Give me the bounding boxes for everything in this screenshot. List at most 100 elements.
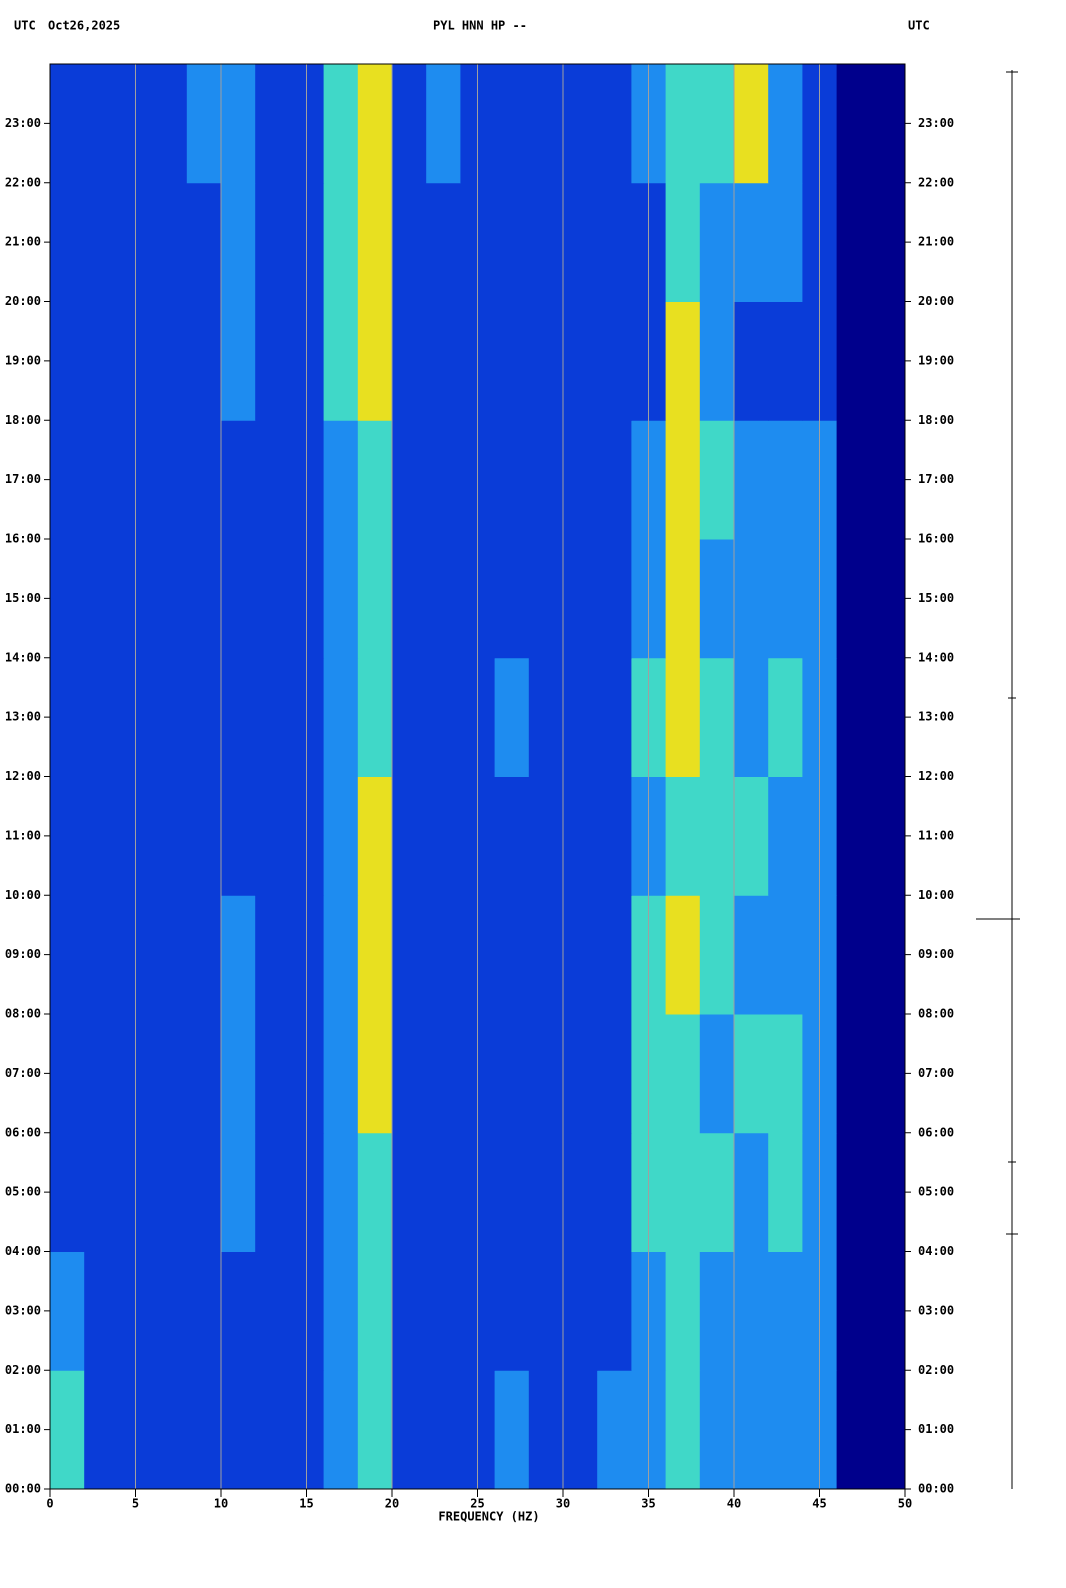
heat-cell [836, 1251, 872, 1371]
y-tick-label-right: 12:00 [918, 769, 954, 783]
x-tick-label: 50 [898, 1497, 912, 1511]
heat-cell [528, 1132, 564, 1252]
heat-cell [50, 182, 85, 302]
heat-cell [84, 64, 119, 184]
heat-cell [734, 1370, 769, 1490]
heat-cell [494, 895, 530, 1015]
heat-cell [392, 657, 427, 777]
heat-cell [426, 657, 461, 777]
heat-cell [597, 657, 632, 777]
heat-cell [734, 64, 769, 184]
heat-cell [186, 1251, 222, 1371]
heat-cell [152, 776, 188, 896]
heat-cell [392, 1370, 427, 1490]
heat-cell [870, 182, 906, 302]
y-tick-label-left: 10:00 [5, 888, 41, 902]
heat-cell [152, 539, 188, 659]
y-tick-label-right: 08:00 [918, 1007, 954, 1021]
heat-cell [494, 1251, 530, 1371]
x-tick-label: 40 [727, 1497, 741, 1511]
heat-cell [255, 1370, 290, 1490]
heat-cell [221, 1370, 256, 1490]
y-tick-label-left: 15:00 [5, 591, 41, 605]
heat-cell [597, 64, 632, 184]
y-tick-label-left: 21:00 [5, 235, 41, 249]
heat-cell [665, 776, 701, 896]
heat-cell [870, 301, 906, 421]
heat-cell [870, 776, 906, 896]
heat-cell [734, 1251, 769, 1371]
y-tick-label-right: 01:00 [918, 1422, 954, 1436]
heat-cell [392, 1132, 427, 1252]
heat-cell [836, 539, 872, 659]
heat-cell [528, 1370, 564, 1490]
heat-cell [494, 420, 530, 540]
heat-cell [357, 420, 393, 540]
heat-cell [528, 657, 564, 777]
heat-cell [836, 776, 872, 896]
heat-cell [357, 301, 393, 421]
heat-cell [597, 895, 632, 1015]
heat-cell [255, 1251, 290, 1371]
heat-cell [50, 1251, 85, 1371]
heat-cell [768, 1370, 803, 1490]
heat-cell [186, 657, 222, 777]
heat-cell [255, 1132, 290, 1252]
heat-cell [870, 1251, 906, 1371]
heat-cell [563, 301, 598, 421]
heat-cell [870, 64, 906, 184]
heat-cell [699, 895, 735, 1015]
y-tick-label-left: 02:00 [5, 1363, 41, 1377]
heat-cell [699, 420, 735, 540]
heat-cell [426, 895, 461, 1015]
heat-cell [563, 895, 598, 1015]
heat-cell [597, 539, 632, 659]
y-tick-label-left: 23:00 [5, 116, 41, 130]
heat-cell [152, 657, 188, 777]
heat-cell [870, 1370, 906, 1490]
heat-cell [699, 301, 735, 421]
heat-cell [392, 420, 427, 540]
heat-cell [768, 301, 803, 421]
heat-cell [768, 64, 803, 184]
heat-cell [870, 1014, 906, 1134]
heat-cell [528, 420, 564, 540]
heat-cell [84, 1132, 119, 1252]
heat-cell [734, 1014, 769, 1134]
heat-cell [84, 895, 119, 1015]
heat-cell [734, 301, 769, 421]
x-tick-label: 30 [556, 1497, 570, 1511]
heat-cell [870, 657, 906, 777]
heat-cell [768, 657, 803, 777]
heat-cell [734, 1132, 769, 1252]
heat-cell [563, 182, 598, 302]
heat-cell [323, 539, 359, 659]
heat-cell [563, 420, 598, 540]
heat-cell [152, 420, 188, 540]
heat-cell [357, 657, 393, 777]
heat-cell [323, 657, 359, 777]
heat-cell [528, 539, 564, 659]
heat-cell [426, 1370, 461, 1490]
heat-cell [699, 657, 735, 777]
heat-cell [870, 539, 906, 659]
scale-bar [976, 70, 1020, 1489]
y-tick-label-right: 06:00 [918, 1125, 954, 1139]
heat-cell [665, 1370, 701, 1490]
heat-cell [563, 539, 598, 659]
heat-cell [699, 776, 735, 896]
heat-cell [186, 895, 222, 1015]
heat-cell [836, 895, 872, 1015]
heat-cell [699, 64, 735, 184]
heat-cell [768, 1014, 803, 1134]
heat-cell [50, 1370, 85, 1490]
heat-cell [426, 301, 461, 421]
heat-cell [84, 182, 119, 302]
y-tick-label-right: 02:00 [918, 1363, 954, 1377]
y-tick-label-left: 16:00 [5, 532, 41, 546]
heat-cell [152, 64, 188, 184]
y-tick-label-left: 03:00 [5, 1303, 41, 1317]
heat-cell [84, 420, 119, 540]
heat-cell [665, 657, 701, 777]
